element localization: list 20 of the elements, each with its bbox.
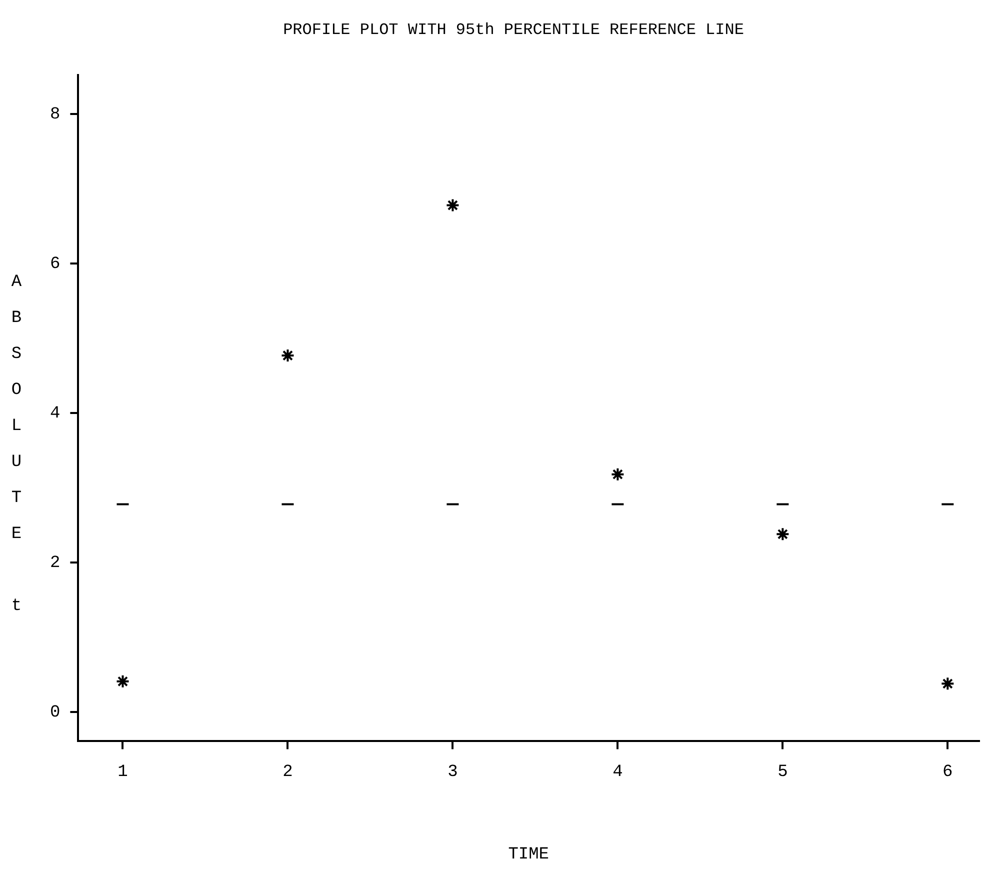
x-tick-label: 6 — [942, 762, 953, 782]
point — [776, 527, 790, 542]
x-tick-label: 3 — [448, 762, 458, 782]
x-tick-label: 5 — [778, 762, 788, 782]
x-tick-label: 2 — [282, 762, 293, 782]
y-tick-label: 8 — [50, 106, 60, 125]
x-tick-label: 1 — [118, 762, 128, 782]
point — [446, 198, 460, 212]
point — [940, 676, 955, 691]
point — [610, 467, 625, 482]
y-tick-label: 0 — [50, 704, 60, 723]
chart-title: PROFILE PLOT WITH 95th PERCENTILE REFERENCE LINE — [283, 20, 744, 39]
y-axis-title: ABSOLUTE t — [7, 273, 26, 634]
y-tick-label: 2 — [50, 554, 60, 574]
point — [116, 674, 130, 688]
y-tick-label: 6 — [50, 255, 60, 274]
x-tick-label: 4 — [612, 762, 623, 782]
y-tick-label: 4 — [50, 404, 60, 424]
point — [280, 348, 295, 363]
x-axis-title: TIME — [508, 845, 550, 864]
